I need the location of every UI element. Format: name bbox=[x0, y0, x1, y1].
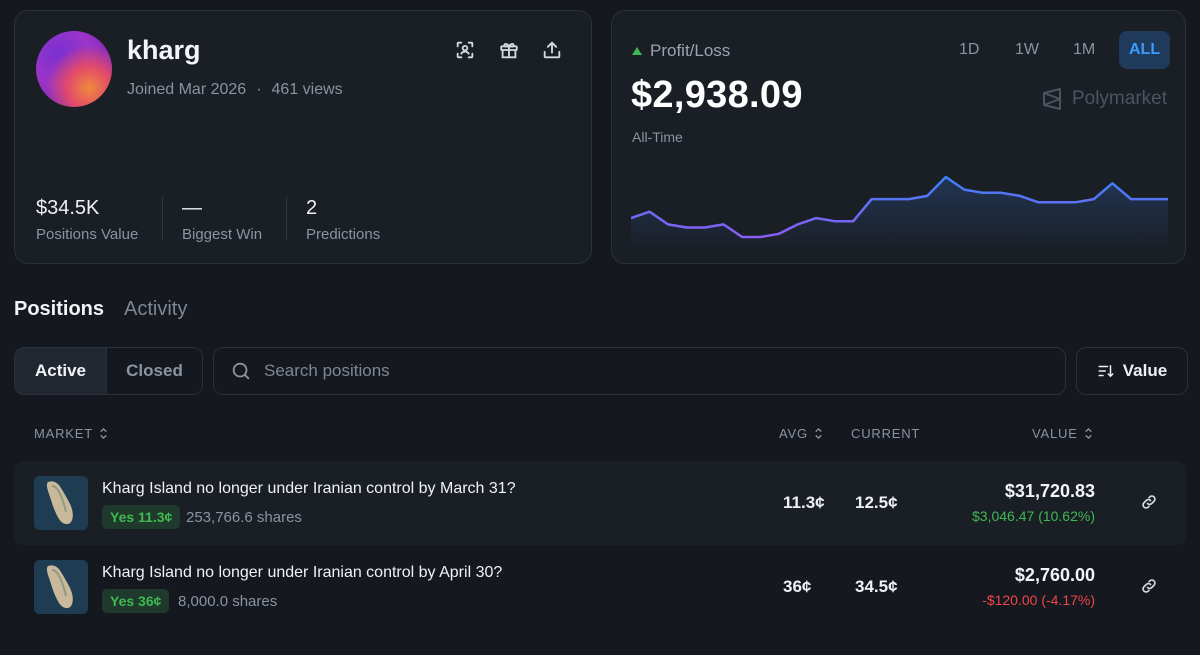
timeframe-1d[interactable]: 1D bbox=[959, 41, 980, 58]
brand-name: Polymarket bbox=[1071, 88, 1167, 109]
link-icon[interactable] bbox=[1140, 577, 1158, 595]
value-amount: $31,720.83 bbox=[1004, 481, 1095, 501]
gift-icon[interactable] bbox=[498, 39, 520, 61]
trend-up-icon bbox=[632, 47, 642, 55]
link-icon[interactable] bbox=[1140, 493, 1158, 511]
column-header-label: AVG bbox=[779, 426, 808, 441]
column-header-label: MARKET bbox=[34, 426, 93, 441]
meta-separator: · bbox=[256, 81, 262, 98]
sort-arrows-icon bbox=[815, 427, 822, 440]
avatar[interactable] bbox=[36, 31, 112, 107]
timeframe-all[interactable]: ALL bbox=[1119, 31, 1171, 69]
pnl-value: $2,938.09 bbox=[631, 74, 803, 116]
profit-loss-card: Profit/Loss $2,938.09 All-Time 1D 1W 1M … bbox=[611, 10, 1186, 264]
profile-tabs: Positions Activity bbox=[14, 298, 187, 321]
search-input[interactable] bbox=[264, 361, 1024, 381]
stat-divider bbox=[286, 197, 287, 241]
sort-arrows-icon bbox=[1084, 427, 1092, 440]
search-icon bbox=[232, 362, 250, 380]
position-value: $31,720.83 $3,046.47 (10.62%) bbox=[972, 481, 1095, 524]
view-count: 461 views bbox=[271, 81, 343, 98]
tab-activity[interactable]: Activity bbox=[124, 298, 188, 320]
market-thumbnail bbox=[34, 560, 88, 614]
position-row[interactable]: Kharg Island no longer under Iranian con… bbox=[14, 545, 1186, 629]
stat-positions-value: $34.5K Positions Value bbox=[36, 197, 138, 243]
sort-arrows-icon bbox=[100, 427, 107, 440]
column-header-avg[interactable]: AVG bbox=[779, 426, 824, 441]
avg-price: 36¢ bbox=[783, 577, 812, 596]
closed-filter-button[interactable]: Closed bbox=[126, 361, 183, 380]
stat-label: Biggest Win bbox=[182, 226, 263, 243]
pnl-series-line bbox=[631, 175, 1168, 239]
stat-value: $34.5K bbox=[36, 197, 100, 219]
timeframe-1m[interactable]: 1M bbox=[1073, 41, 1096, 58]
pnl-label: Profit/Loss bbox=[632, 41, 730, 61]
status-toggle: Active Closed bbox=[14, 347, 203, 395]
stat-value: — bbox=[182, 197, 202, 219]
current-price: 12.5¢ bbox=[855, 493, 898, 512]
current-price: 34.5¢ bbox=[855, 577, 898, 596]
share-count: 253,766.6 shares bbox=[186, 509, 302, 526]
username: kharg bbox=[127, 35, 201, 65]
stat-predictions: 2 Predictions bbox=[306, 197, 380, 243]
pnl-label-text: Profit/Loss bbox=[650, 41, 731, 60]
pnl-area-fill bbox=[631, 177, 1168, 251]
value-change: -$120.00 (-4.17%) bbox=[982, 592, 1095, 608]
stat-divider bbox=[162, 197, 163, 241]
outcome-badge: Yes 36¢ bbox=[102, 589, 170, 613]
pnl-chart bbox=[631, 175, 1168, 251]
position-value: $2,760.00 -$120.00 (-4.17%) bbox=[982, 565, 1095, 608]
sort-button[interactable]: Value bbox=[1076, 347, 1188, 395]
profile-meta: Joined Mar 2026 · 461 views bbox=[127, 81, 343, 99]
value-change: $3,046.47 (10.62%) bbox=[972, 508, 1095, 524]
outcome-badge: Yes 11.3¢ bbox=[102, 505, 181, 529]
position-row[interactable]: Kharg Island no longer under Iranian con… bbox=[14, 461, 1186, 545]
column-header-label: CURRENT bbox=[851, 426, 921, 441]
stat-label: Predictions bbox=[306, 226, 381, 243]
pnl-period: All-Time bbox=[632, 129, 683, 145]
column-header-label: VALUE bbox=[1032, 426, 1078, 441]
column-header-market[interactable]: MARKET bbox=[34, 426, 109, 441]
profile-card: kharg Joined Mar 2026 · 461 views $34.5K… bbox=[14, 10, 592, 264]
sort-icon bbox=[1098, 365, 1114, 378]
search-box bbox=[213, 347, 1066, 395]
market-thumbnail bbox=[34, 476, 88, 530]
scan-profile-icon[interactable] bbox=[454, 39, 476, 61]
share-icon[interactable] bbox=[541, 39, 563, 61]
market-title[interactable]: Kharg Island no longer under Iranian con… bbox=[102, 564, 503, 581]
stat-value: 2 bbox=[306, 197, 318, 219]
share-count: 8,000.0 shares bbox=[178, 593, 278, 610]
sort-label: Value bbox=[1122, 361, 1168, 380]
active-filter-button[interactable]: Active bbox=[15, 348, 107, 394]
value-amount: $2,760.00 bbox=[1014, 565, 1095, 585]
stat-label: Positions Value bbox=[36, 226, 139, 243]
tab-positions[interactable]: Positions bbox=[14, 298, 105, 320]
joined-date: Joined Mar 2026 bbox=[127, 81, 247, 98]
stat-biggest-win: — Biggest Win bbox=[182, 197, 262, 243]
polymarket-icon bbox=[1042, 88, 1061, 110]
market-title[interactable]: Kharg Island no longer under Iranian con… bbox=[102, 480, 516, 497]
timeframe-1w[interactable]: 1W bbox=[1015, 41, 1039, 58]
brand-logo: Polymarket bbox=[1040, 87, 1167, 111]
avg-price: 11.3¢ bbox=[783, 493, 825, 512]
column-header-current: CURRENT bbox=[851, 426, 920, 441]
column-header-value[interactable]: VALUE bbox=[1032, 426, 1094, 441]
